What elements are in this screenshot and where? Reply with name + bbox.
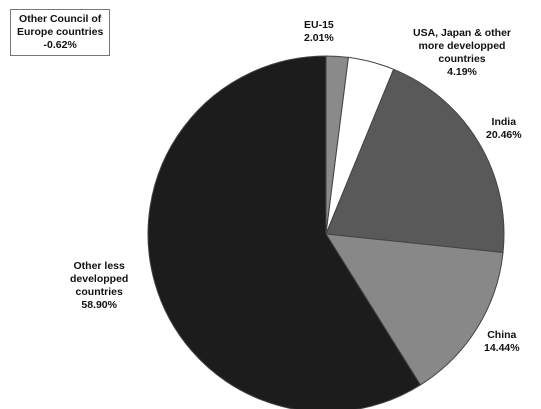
pie-slice-china [325,233,504,386]
slice-name-china: China [487,329,517,341]
annotation-name-line-2: Europe countries [17,26,104,38]
slice-value-india: 20.46% [486,129,522,141]
annotation-name-line-1: Other Council of [19,13,102,25]
slice-label-india: India 20.46% [486,116,522,142]
annotation-value: -0.62% [43,39,77,51]
slice-value-china: 14.44% [484,342,520,354]
pie-slices [147,55,505,409]
pie-slice-india [325,68,505,254]
pie-slice-other-less-developped-countries [147,55,422,409]
slice-label-usa-japan: USA, Japan & other more developped count… [413,27,511,79]
slice-label-china: China 14.44% [484,329,520,355]
slice-name-usa-line-3: countries [438,53,486,65]
slice-value-other: 58.90% [81,299,117,311]
slice-label-other-less-developped: Other less developped countries 58.90% [70,260,128,312]
slice-name-other-line-3: countries [75,286,123,298]
slice-name-india: India [491,116,517,128]
slice-label-eu-15: EU-15 2.01% [304,19,334,45]
slice-name-eu-15: EU-15 [304,19,334,31]
slice-name-usa-line-2: more developped [418,40,506,52]
slice-name-usa-line-1: USA, Japan & other [413,27,512,39]
slice-name-other-line-2: developped [70,273,129,285]
slice-value-usa: 4.19% [447,66,477,78]
slice-value-eu-15: 2.01% [304,32,334,44]
slice-name-other-line-1: Other less [73,260,125,272]
annotation-label-other-council-of-europe: Other Council of Europe countries -0.62% [10,9,111,56]
